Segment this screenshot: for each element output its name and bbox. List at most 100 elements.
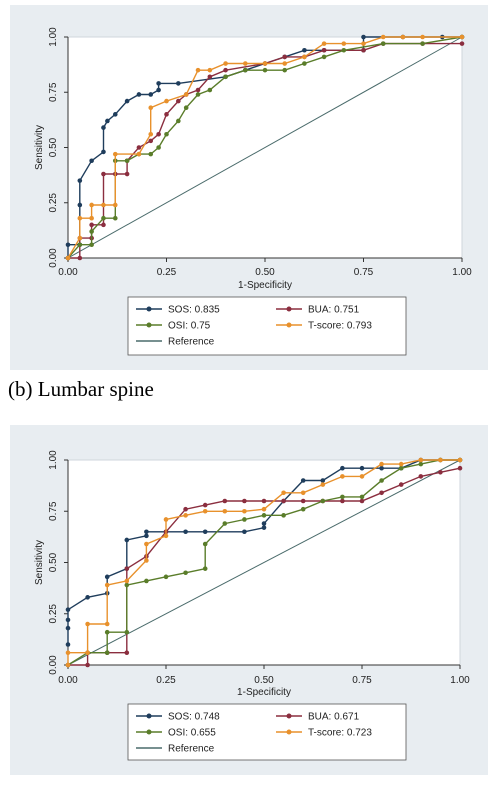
chart2-x-tick-label: 1.00	[450, 675, 470, 686]
chart1-point-bua	[136, 145, 142, 150]
chart2-y-tick-label: 0.50	[48, 552, 59, 572]
chart2-x-tick-label: 0.50	[254, 675, 274, 686]
chart1-point-bua	[321, 47, 327, 53]
roc-chart-lumbar-spine: 0.00 0.25 0.50 0.75 1.00 0.00 0.25 0.50 0.75 1.00…	[34, 27, 472, 356]
chart1-point-bua	[223, 67, 228, 73]
chart1-point-osi	[176, 118, 181, 124]
chart1-x-tick-label: 0.00	[58, 267, 78, 278]
chart1-point-sos	[77, 202, 83, 208]
chart1-point-t-score	[459, 34, 465, 40]
chart1-series-osi	[65, 34, 465, 261]
chart1-point-sos	[101, 149, 106, 155]
chart2-point-sos	[65, 642, 71, 647]
chart2-point-t-score	[144, 541, 149, 547]
chart2-point-bua	[398, 482, 404, 487]
chart2-point-osi	[340, 494, 345, 500]
chart1-y-tick-label: 0.75	[48, 82, 59, 102]
chart1-point-sos	[302, 47, 307, 53]
chart2-y-tick-label: 0.75	[48, 501, 59, 521]
chart2-legend-marker-osi	[146, 729, 152, 735]
chart2-point-t-score	[183, 513, 188, 518]
chart2-legend-label-bua: BUA: 0.671	[308, 712, 360, 723]
chart2-point-bua	[300, 498, 306, 504]
chart1-point-osi	[420, 41, 425, 46]
chart2-point-sos	[242, 529, 247, 535]
chart2-point-sos	[65, 607, 71, 612]
chart2-legend-label-osi: OSI: 0.655	[168, 728, 216, 739]
chart2-point-osi	[281, 513, 286, 518]
chart2-point-osi	[144, 578, 149, 584]
chart1-point-osi	[243, 67, 248, 73]
chart1-point-osi	[380, 41, 386, 46]
chart1-point-sos	[156, 87, 161, 93]
chart1-point-bua	[282, 54, 288, 60]
chart2-series-reference	[67, 459, 461, 666]
chart2-point-sos	[359, 465, 365, 471]
chart1-point-osi	[101, 215, 106, 221]
chart2-point-sos	[124, 537, 130, 543]
chart1-legend-marker-osi	[146, 322, 152, 328]
chart2-point-sos	[65, 625, 71, 631]
chart2-point-sos	[144, 533, 149, 539]
chart2-line-reference	[67, 459, 461, 666]
chart1-point-osi	[89, 229, 94, 234]
chart2-point-bua	[438, 470, 443, 475]
chart2-y-tick-label: 0.00	[48, 655, 59, 675]
chart2-point-t-score	[398, 461, 404, 467]
chart2-legend-marker-t-score	[286, 729, 292, 735]
chart1-point-t-score	[321, 41, 327, 46]
chart2-point-osi	[300, 506, 306, 512]
roc-panel-lumbar-spine: 0.00 0.25 0.50 0.75 1.00 0.00 0.25 0.50 0.75 1.00…	[10, 5, 488, 370]
figure-caption: (b) Lumbar spine	[8, 377, 154, 401]
chart1-legend-marker-bua	[286, 306, 292, 312]
chart2-point-t-score	[104, 582, 110, 588]
chart2-point-bua	[183, 506, 188, 512]
chart1-point-osi	[302, 61, 307, 66]
chart2-point-sos	[300, 478, 306, 483]
chart1-point-sos	[112, 112, 118, 117]
chart2-point-osi	[202, 541, 208, 547]
chart1-y-tick-label: 0.50	[48, 137, 59, 157]
chart2-point-bua	[359, 498, 365, 504]
chart2-point-t-score	[418, 457, 424, 463]
chart2-line-osi	[67, 459, 460, 666]
chart2-point-t-score	[104, 621, 110, 627]
chart1-legend-marker-sos	[146, 306, 152, 312]
chart2-y-tick-label: 1.00	[48, 450, 59, 470]
chart2-point-t-score	[144, 558, 149, 563]
chart2-legend: SOS: 0.748 BUA: 0.671 OSI: 0.655 T-score: 0…	[127, 703, 407, 761]
chart1-point-t-score	[207, 67, 213, 73]
chart2-point-osi	[222, 521, 228, 526]
chart2-point-t-score	[124, 578, 130, 584]
chart1-point-osi	[89, 242, 94, 248]
chart1-x-tick-label: 0.75	[354, 267, 374, 278]
chart2-point-osi	[163, 574, 169, 580]
chart1-x-tick-label: 1.00	[452, 267, 472, 278]
chart1-series-t-score	[65, 34, 465, 261]
chart2-point-t-score	[202, 508, 208, 514]
chart1-legend-box	[127, 296, 407, 356]
chart1-legend-label-osi: OSI: 0.75	[168, 321, 211, 332]
chart1-point-sos	[156, 81, 161, 86]
chart2-point-bua	[340, 498, 345, 504]
chart1-legend-label-sos: SOS: 0.835	[168, 305, 220, 316]
chart1-y-tick-label: 0.25	[48, 193, 59, 213]
chart1-point-osi	[112, 215, 118, 221]
chart2-point-sos	[65, 617, 71, 623]
chart2-point-sos	[320, 478, 326, 483]
chart1-point-sos	[101, 125, 106, 130]
chart2-point-sos	[85, 595, 90, 600]
chart1-point-t-score	[164, 98, 169, 104]
chart1-x-tick-label: 0.50	[255, 267, 275, 278]
chart2-point-osi	[418, 461, 424, 467]
chart1-point-t-score	[361, 41, 366, 46]
chart2-x-tick-label: 0.25	[156, 675, 176, 686]
chart2-point-t-score	[457, 457, 463, 463]
chart1-point-bua	[459, 41, 465, 46]
chart1-point-bua	[101, 171, 106, 177]
chart1-point-sos	[176, 81, 181, 86]
chart1-point-t-score	[112, 202, 118, 208]
chart2-point-bua	[242, 498, 247, 504]
chart1-point-osi	[321, 54, 327, 60]
chart2-point-osi	[104, 650, 110, 655]
